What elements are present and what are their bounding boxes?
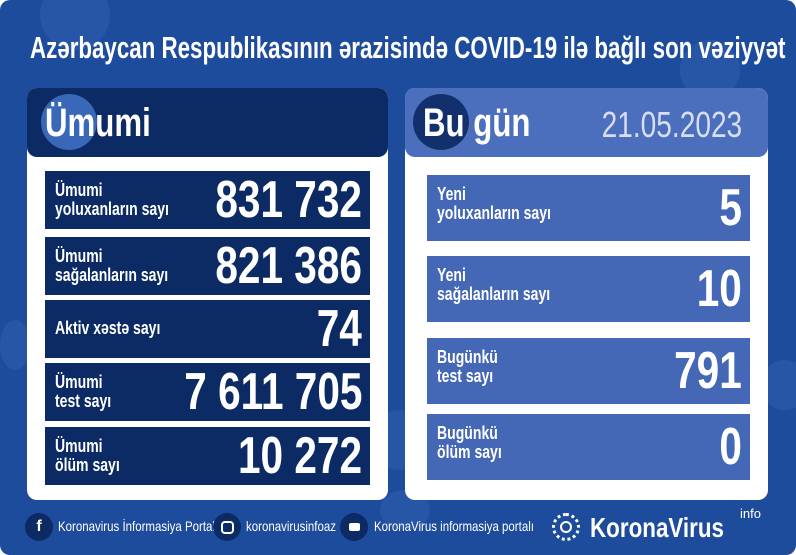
stat-value: 74 [316, 300, 362, 358]
virus-icon [413, 94, 469, 150]
stat-row: Aktiv xəstə sayı 74 [45, 300, 370, 358]
stat-label: Bugünkü ölüm sayı [437, 423, 502, 462]
virus-decoration-icon [0, 320, 30, 370]
stat-row: Yeni yoluxanların sayı 5 [427, 175, 750, 241]
stat-value: 831 732 [215, 171, 362, 229]
stat-row: Bugünkü ölüm sayı 0 [427, 414, 750, 480]
stat-row: Yeni sağalanların sayı 10 [427, 256, 750, 322]
stat-label: Aktiv xəstə sayı [55, 318, 161, 338]
total-header: Ümumi [27, 88, 388, 157]
youtube-link[interactable]: KoronaVirus informasiya portalı [374, 518, 534, 534]
instagram-icon[interactable] [213, 513, 241, 541]
facebook-link[interactable]: Koronavirus İnformasiya Portalı [58, 518, 219, 534]
stat-value: 821 386 [215, 237, 362, 295]
stat-row: Ümumi ölüm sayı 10 272 [45, 427, 370, 485]
instagram-link[interactable]: koronavirusinfoaz [246, 518, 336, 534]
stat-label: Bugünkü test sayı [437, 347, 498, 386]
koronavirus-logo-icon [552, 513, 580, 541]
footer: f Koronavirus İnformasiya Portalı korona… [0, 506, 796, 546]
stat-label: Ümumi sağalanların sayı [55, 246, 169, 285]
total-panel: Ümumi Ümumi yoluxanların sayı 831 732 Ümumi… [27, 88, 388, 500]
stat-value: 5 [719, 179, 742, 237]
page-title: Azərbaycan Respublikasının ərazisində CO… [30, 30, 786, 65]
today-header: Bu gün 21.05.2023 [405, 88, 768, 157]
facebook-icon[interactable]: f [25, 513, 53, 541]
stat-value: 791 [674, 342, 742, 400]
stat-value: 10 [696, 260, 742, 318]
stat-row: Ümumi test sayı 7 611 705 [45, 363, 370, 421]
stat-value: 10 272 [237, 427, 362, 485]
stat-label: Yeni sağalanların sayı [437, 265, 551, 304]
stat-label: Ümumi test sayı [55, 372, 112, 411]
stat-label: Yeni yoluxanların sayı [437, 184, 551, 223]
stat-value: 7 611 705 [183, 363, 362, 421]
today-panel: Bu gün 21.05.2023 Yeni yoluxanların sayı 5… [405, 88, 768, 500]
stat-label: Ümumi yoluxanların sayı [55, 180, 169, 219]
stat-label: Ümumi ölüm sayı [55, 436, 120, 475]
logo-sup: info [740, 506, 761, 521]
logo-text: KoronaVirus [590, 512, 725, 543]
youtube-icon[interactable] [340, 513, 368, 541]
stat-row: Ümumi yoluxanların sayı 831 732 [45, 171, 370, 229]
date: 21.05.2023 [601, 104, 742, 145]
virus-icon [41, 94, 97, 150]
stat-value: 0 [719, 418, 742, 476]
stat-row: Ümumi sağalanların sayı 821 386 [45, 237, 370, 295]
stat-row: Bugünkü test sayı 791 [427, 338, 750, 404]
